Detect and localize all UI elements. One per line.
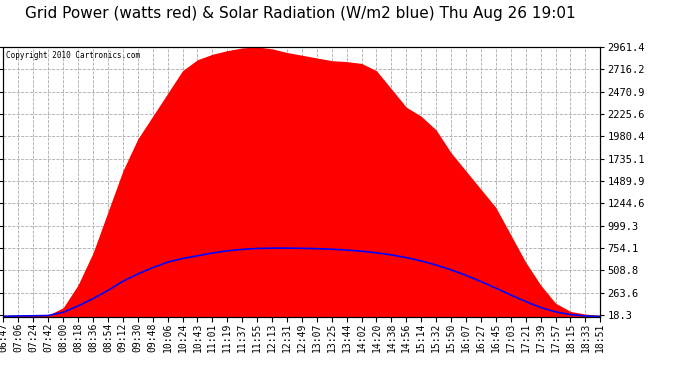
Text: Copyright 2010 Cartronics.com: Copyright 2010 Cartronics.com	[6, 51, 141, 60]
Text: Grid Power (watts red) & Solar Radiation (W/m2 blue) Thu Aug 26 19:01: Grid Power (watts red) & Solar Radiation…	[25, 6, 575, 21]
